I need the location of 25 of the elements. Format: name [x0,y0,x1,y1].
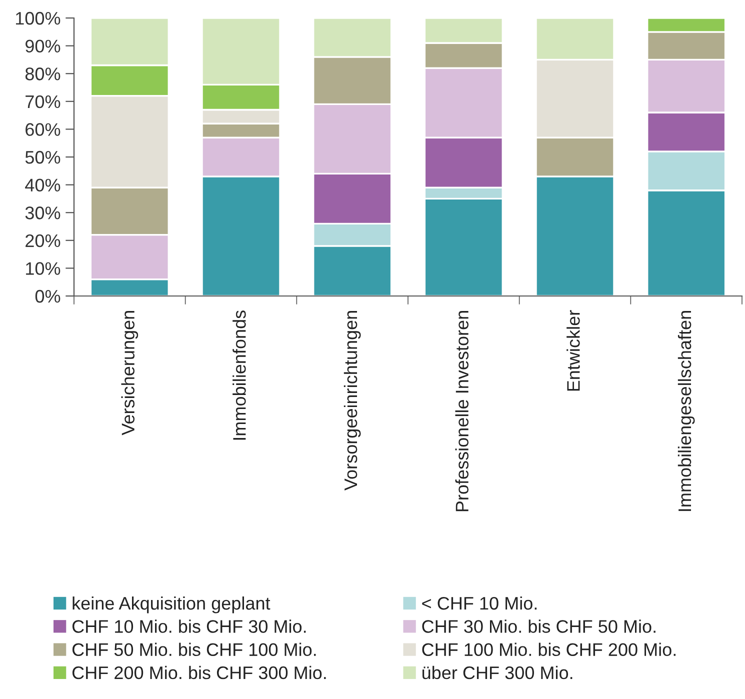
legend-label: keine Akquisition geplant [72,596,270,614]
legend-label: < CHF 10 Mio. [422,596,537,610]
x-tick-label: Immobiliengesellschaften [678,311,695,511]
y-tick-label: 40% [25,178,60,192]
y-tick-label: 90% [26,40,60,53]
y-tick-label: 60% [26,123,60,136]
x-tick-label: Versicherungen [121,311,138,436]
legend-label: CHF 100 Mio. bis CHF 200 Mio. [422,642,676,656]
x-tick-label: Professionelle Investoren [455,311,469,512]
x-tick-label: Vorsorgeeinrichtungen [344,311,361,490]
y-tick-label: 80% [25,68,60,80]
y-tick-label: 20% [26,234,60,248]
legend-label: CHF 30 Mio. bis CHF 50 Mio. [422,620,656,633]
x-tick-label: Immobilienfonds [232,310,246,440]
y-tick-label: 100% [16,12,60,25]
legend-label: CHF 50 Mio. bis CHF 100 Mio. [72,642,316,656]
legend-label: CHF 10 Mio. bis CHF 30 Mio. [72,620,306,633]
legend-label: CHF 200 Mio. bis CHF 300 Mio. [72,666,326,680]
y-tick-label: 50% [25,150,60,164]
y-tick-label: 0% [35,290,60,303]
y-tick-label: 70% [26,95,60,108]
y-tick-label: 10% [26,262,60,275]
x-tick-label: Entwickler [566,310,580,391]
y-tick-label: 30% [25,206,60,220]
legend-label: über CHF 300 Mio. [422,666,572,680]
